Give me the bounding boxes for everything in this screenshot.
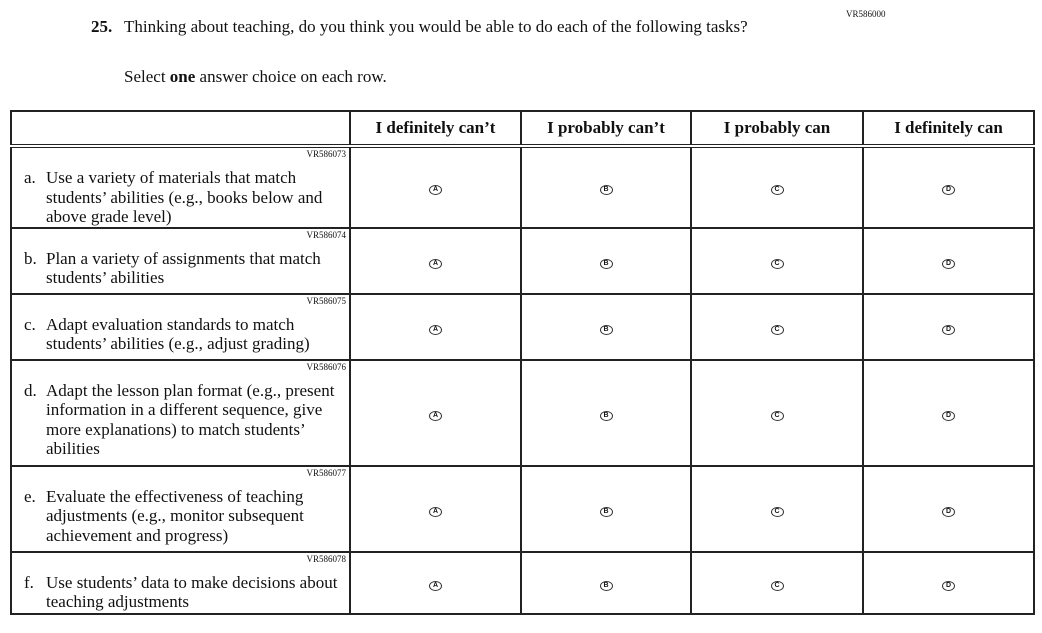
answer-cell: B xyxy=(520,550,692,615)
question-number: 25. xyxy=(91,17,113,36)
answer-bubble-b[interactable]: B xyxy=(599,324,613,335)
answer-cell: D xyxy=(862,550,1035,615)
item-text: Evaluate the effectiveness of teaching a… xyxy=(46,486,304,545)
answer-cell: B xyxy=(520,292,692,361)
answer-bubble-d[interactable]: D xyxy=(942,580,955,591)
answer-cell: C xyxy=(690,358,864,467)
answer-cell: B xyxy=(520,464,692,553)
row-label: VR586073 a. Use a variety of materials tha… xyxy=(10,145,351,229)
answer-bubble-c[interactable]: C xyxy=(770,258,784,269)
item-letter: c. xyxy=(24,314,36,334)
instruction-pre: Select xyxy=(124,67,170,86)
answer-bubble-c[interactable]: C xyxy=(770,410,784,421)
answer-cell: C xyxy=(690,145,864,229)
answer-bubble-a[interactable]: A xyxy=(429,410,442,421)
question-id: VR586000 xyxy=(846,9,886,19)
table-row: VR586077 e. Evaluate the effectiveness of … xyxy=(10,464,1035,553)
item-text: Adapt the lesson plan format (e.g., pres… xyxy=(46,380,335,459)
row-label: VR586075 c. Adapt evaluation standards to … xyxy=(10,292,351,361)
item-id: VR586074 xyxy=(306,229,346,240)
question-text: Thinking about teaching, do you think yo… xyxy=(124,17,748,36)
item-text: Use students’ data to make decisions abo… xyxy=(46,572,338,612)
answer-cell: A xyxy=(349,550,522,615)
answer-grid: I definitely can’t I probably can’t I pr… xyxy=(10,110,1035,615)
answer-cell: A xyxy=(349,292,522,361)
answer-bubble-d[interactable]: D xyxy=(942,324,955,335)
instruction: Select one answer choice on each row. xyxy=(124,67,387,87)
answer-bubble-c[interactable]: C xyxy=(770,580,784,591)
answer-bubble-a[interactable]: A xyxy=(429,258,442,269)
answer-bubble-c[interactable]: C xyxy=(770,324,784,335)
item-letter: a. xyxy=(24,168,36,187)
answer-bubble-d[interactable]: D xyxy=(942,185,955,196)
answer-cell: B xyxy=(520,358,692,467)
instruction-bold: one xyxy=(169,67,196,86)
answer-bubble-b[interactable]: B xyxy=(599,258,613,269)
item-text: Adapt evaluation standards to match stud… xyxy=(46,314,310,354)
answer-bubble-d[interactable]: D xyxy=(942,506,955,517)
item-id: VR586076 xyxy=(306,361,346,372)
answer-cell: C xyxy=(690,464,864,553)
answer-cell: D xyxy=(862,226,1035,295)
answer-cell: A xyxy=(349,358,522,467)
answer-bubble-a[interactable]: A xyxy=(429,185,442,196)
answer-cell: C xyxy=(690,292,864,361)
item-text: Plan a variety of assignments that match… xyxy=(46,248,321,288)
answer-cell: C xyxy=(690,550,864,615)
answer-bubble-c[interactable]: C xyxy=(770,506,784,517)
answer-cell: B xyxy=(520,226,692,295)
table-row: VR586074 b. Plan a variety of assignments … xyxy=(10,226,1035,295)
item-id: VR586075 xyxy=(306,295,346,306)
row-label: VR586076 d. Adapt the lesson plan format (… xyxy=(10,358,351,467)
answer-bubble-d[interactable]: D xyxy=(942,410,955,421)
answer-cell: D xyxy=(862,292,1035,361)
column-header: I probably can xyxy=(690,110,864,148)
row-label: VR586078 f. Use students’ data to make dec… xyxy=(10,550,351,615)
item-id: VR586073 xyxy=(306,149,346,159)
row-label: VR586077 e. Evaluate the effectiveness of … xyxy=(10,464,351,553)
answer-cell: C xyxy=(690,226,864,295)
row-label: VR586074 b. Plan a variety of assignments … xyxy=(10,226,351,295)
item-letter: f. xyxy=(24,572,34,592)
answer-bubble-a[interactable]: A xyxy=(429,580,442,591)
item-id: VR586077 xyxy=(306,467,346,478)
answer-cell: B xyxy=(520,145,692,229)
table-row: VR586076 d. Adapt the lesson plan format (… xyxy=(10,358,1035,467)
answer-bubble-b[interactable]: B xyxy=(599,580,613,591)
column-header: I definitely can xyxy=(862,110,1035,148)
instruction-post: answer choice on each row. xyxy=(195,67,387,86)
item-letter: d. xyxy=(24,380,37,400)
answer-bubble-d[interactable]: D xyxy=(942,258,955,269)
answer-cell: A xyxy=(349,145,522,229)
answer-cell: A xyxy=(349,464,522,553)
answer-bubble-b[interactable]: B xyxy=(599,410,613,421)
answer-bubble-c[interactable]: C xyxy=(770,185,784,196)
column-header: I definitely can’t xyxy=(349,110,522,148)
answer-cell: D xyxy=(862,358,1035,467)
item-text: Use a variety of materials that match st… xyxy=(46,168,323,226)
table-row: VR586073 a. Use a variety of materials tha… xyxy=(10,145,1035,229)
header-blank xyxy=(10,110,351,148)
answer-bubble-b[interactable]: B xyxy=(599,185,613,196)
answer-bubble-a[interactable]: A xyxy=(429,506,442,517)
answer-bubble-a[interactable]: A xyxy=(429,324,442,335)
header-row: I definitely can’t I probably can’t I pr… xyxy=(10,110,1035,148)
answer-cell: D xyxy=(862,145,1035,229)
table-row: VR586078 f. Use students’ data to make dec… xyxy=(10,550,1035,615)
item-id: VR586078 xyxy=(306,553,346,564)
column-header: I probably can’t xyxy=(520,110,692,148)
answer-cell: A xyxy=(349,226,522,295)
answer-bubble-b[interactable]: B xyxy=(599,506,613,517)
table-row: VR586075 c. Adapt evaluation standards to … xyxy=(10,292,1035,361)
item-letter: b. xyxy=(24,248,37,268)
item-letter: e. xyxy=(24,486,36,506)
answer-cell: D xyxy=(862,464,1035,553)
